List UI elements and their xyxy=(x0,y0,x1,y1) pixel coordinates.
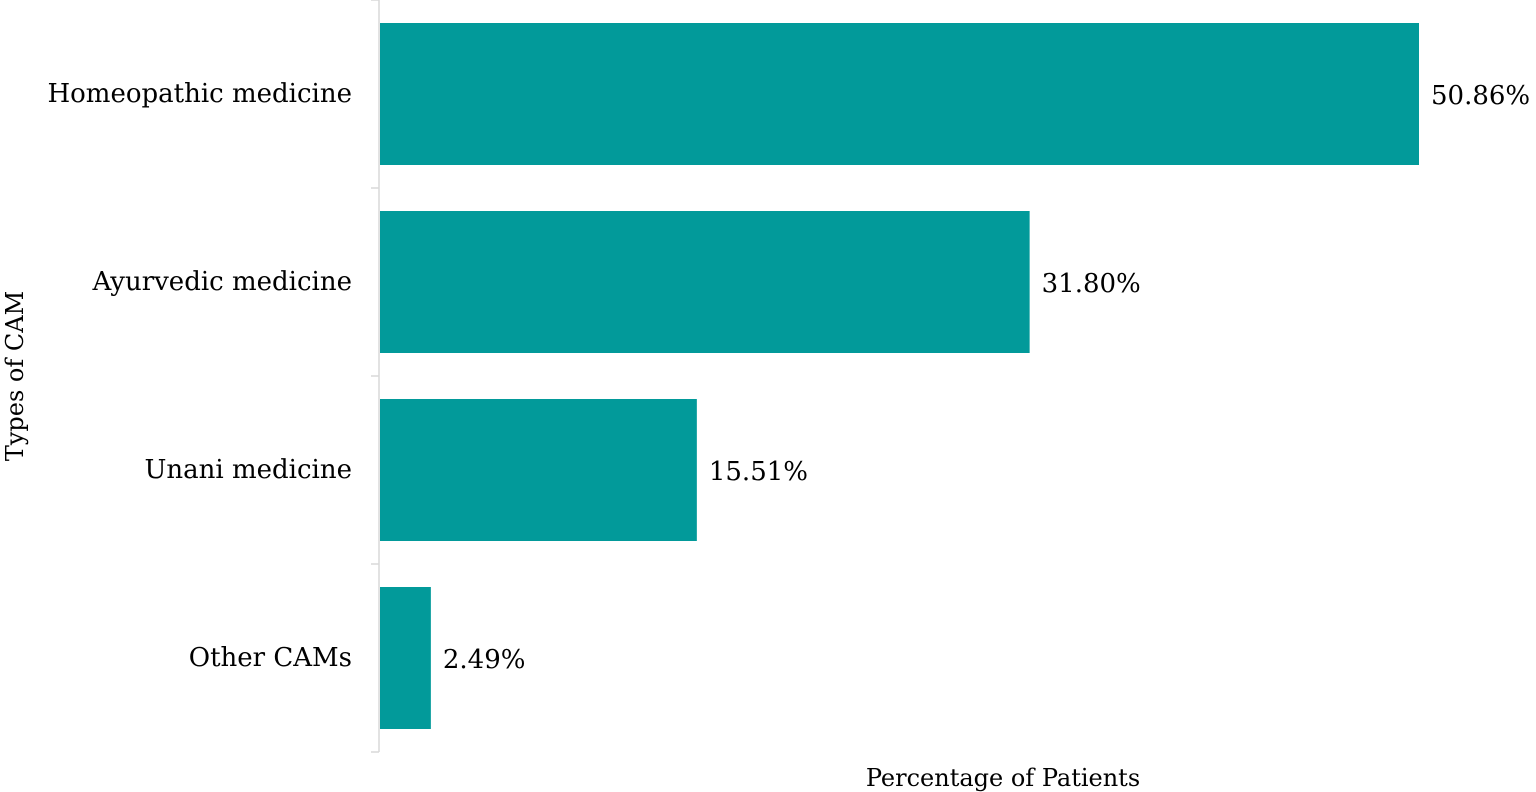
data-label: 50.86% xyxy=(1431,81,1530,111)
bar xyxy=(380,23,1419,165)
data-labels: 50.86% 31.80% 15.51% 2.49% xyxy=(443,81,1530,675)
bar xyxy=(380,211,1030,353)
category-label: Other CAMs xyxy=(189,643,352,673)
bar xyxy=(380,587,431,729)
y-axis xyxy=(371,0,380,753)
data-label: 15.51% xyxy=(709,457,808,487)
bars xyxy=(380,23,1419,729)
category-label: Homeopathic medicine xyxy=(47,79,352,109)
category-label: Unani medicine xyxy=(145,455,353,485)
data-label: 2.49% xyxy=(443,645,526,675)
y-axis-title: Types of CAM xyxy=(1,291,29,461)
data-label: 31.80% xyxy=(1042,269,1141,299)
x-axis-title: Percentage of Patients xyxy=(866,764,1140,792)
category-label: Ayurvedic medicine xyxy=(92,267,352,297)
bar xyxy=(380,399,697,541)
category-labels: Homeopathic medicine Ayurvedic medicine Un… xyxy=(47,79,352,673)
